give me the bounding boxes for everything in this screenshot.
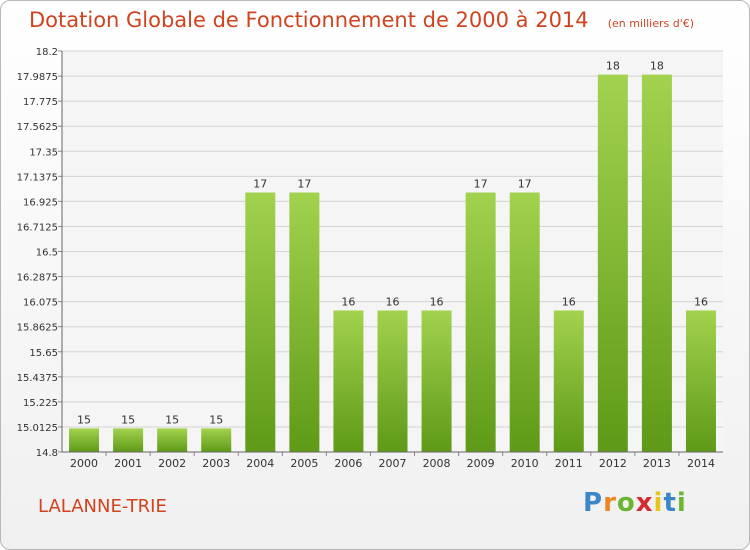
- bar: [157, 428, 188, 452]
- logo-letter: t: [663, 488, 677, 518]
- y-tick-label: 16.075: [23, 298, 58, 309]
- data-label: 18: [606, 60, 620, 73]
- data-label: 15: [77, 413, 91, 426]
- data-label: 15: [165, 413, 179, 426]
- y-tick-label: 17.775: [23, 97, 58, 108]
- data-label: 16: [694, 295, 708, 308]
- y-tick-label: 14.8: [36, 448, 58, 459]
- y-tick-label: 15.8625: [17, 323, 58, 334]
- x-tick-label: 2012: [599, 457, 627, 470]
- bar: [69, 428, 100, 452]
- logo-letter: i: [676, 488, 687, 518]
- x-tick-label: 2004: [246, 457, 274, 470]
- x-tick-label: 2002: [158, 457, 186, 470]
- x-tick-label: 2006: [334, 457, 362, 470]
- bar: [597, 74, 628, 453]
- y-tick-label: 17.35: [29, 147, 58, 158]
- y-tick-label: 17.9875: [17, 72, 58, 83]
- bar: [333, 310, 364, 452]
- x-tick-label: 2008: [423, 457, 451, 470]
- y-tick-label: 16.925: [23, 197, 58, 208]
- bar: [509, 192, 540, 452]
- x-tick-label: 2003: [202, 457, 230, 470]
- y-tick-label: 15.225: [23, 398, 58, 409]
- bar: [553, 310, 584, 452]
- y-tick-label: 17.5625: [17, 122, 58, 133]
- y-tick-label: 15.4375: [17, 373, 58, 384]
- data-label: 17: [474, 178, 488, 191]
- y-tick-label: 17.1375: [17, 172, 58, 183]
- logo-letter: x: [635, 488, 654, 518]
- y-tick-label: 15.0125: [17, 423, 58, 434]
- data-label: 18: [650, 60, 664, 73]
- data-label: 16: [430, 295, 444, 308]
- chart-unit-label: (en milliers d'€): [607, 17, 695, 30]
- logo-letter: o: [616, 488, 636, 518]
- x-tick-label: 2000: [70, 457, 98, 470]
- proxiti-logo: Proxiti: [583, 488, 687, 518]
- y-tick-label: 15.65: [29, 348, 58, 359]
- y-tick-label: 18.2: [36, 47, 58, 58]
- data-label: 17: [518, 178, 532, 191]
- bar: [377, 310, 408, 452]
- data-label: 15: [209, 413, 223, 426]
- data-label: 16: [341, 295, 355, 308]
- data-labels: 15 15 15 15 17 17 16 16 16 17 17 16 18 18 16: [77, 60, 708, 427]
- title-row: Dotation Globale de Fonctionnement de 20…: [29, 8, 694, 32]
- bar: [641, 74, 672, 453]
- chart-title: Dotation Globale de Fonctionnement de 20…: [29, 8, 589, 32]
- x-tick-label: 2001: [114, 457, 142, 470]
- axes: 14.8 15.0125 15.225 15.4375 15.65 15.8625 16.0…: [17, 47, 723, 470]
- logo-letter: i: [653, 488, 664, 518]
- x-tick-label: 2011: [555, 457, 583, 470]
- x-tick-label: 2007: [379, 457, 407, 470]
- bar: [113, 428, 144, 452]
- data-label: 17: [297, 178, 311, 191]
- data-label: 16: [562, 295, 576, 308]
- x-tick-label: 2009: [467, 457, 495, 470]
- logo-letter: P: [583, 488, 604, 518]
- y-tick-label: 16.2875: [17, 273, 58, 284]
- logo-letter: r: [603, 488, 617, 518]
- bar: [421, 310, 452, 452]
- bar: [289, 192, 320, 452]
- data-label: 15: [121, 413, 135, 426]
- x-tick-label: 2013: [643, 457, 671, 470]
- y-tick-label: 16.5: [36, 248, 58, 259]
- commune-name: LALANNE-TRIE: [38, 496, 167, 517]
- data-label: 17: [253, 178, 267, 191]
- bar: [201, 428, 232, 452]
- x-tick-label: 2014: [687, 457, 715, 470]
- bars: [69, 74, 716, 453]
- data-label: 16: [386, 295, 400, 308]
- bar: [465, 192, 496, 452]
- x-tick-label: 2010: [511, 457, 539, 470]
- x-tick-label: 2005: [290, 457, 318, 470]
- bar: [245, 192, 276, 452]
- bar: [685, 310, 716, 452]
- y-tick-label: 16.7125: [17, 222, 58, 233]
